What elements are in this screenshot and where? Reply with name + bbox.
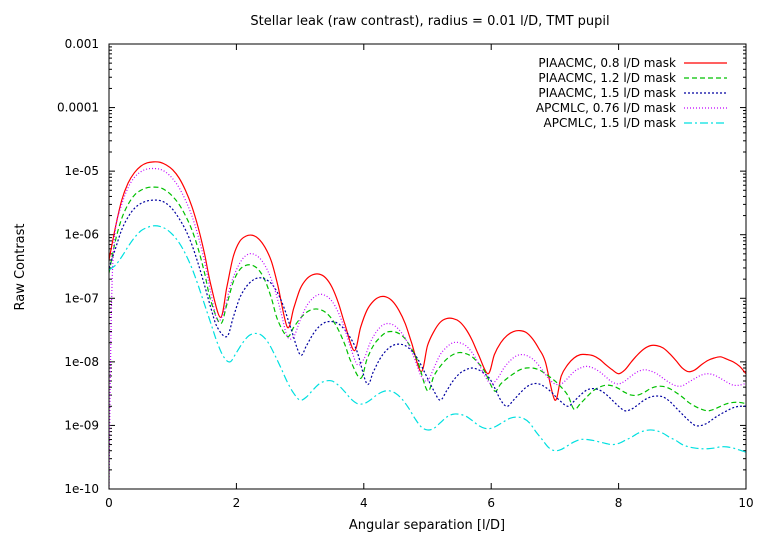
series-line-4 [109, 167, 746, 489]
x-tick-label: 0 [105, 496, 113, 510]
y-tick-label: 1e-07 [64, 291, 99, 305]
y-tick-label: 0.0001 [57, 101, 99, 115]
y-tick-label: 1e-10 [64, 482, 99, 496]
legend-label: APCMLC, 1.5 l/D mask [544, 116, 676, 130]
x-tick-label: 6 [487, 496, 495, 510]
plot-frame [108, 43, 747, 490]
legend-label: PIAACMC, 0.8 l/D mask [538, 56, 676, 70]
y-axis-label: Raw Contrast [13, 223, 28, 310]
series-line-1 [109, 161, 746, 401]
y-tick-label: 0.001 [65, 37, 99, 51]
y-tick-label: 1e-05 [64, 164, 99, 178]
y-tick-label: 1e-08 [64, 355, 99, 369]
legend-label: APCMLC, 0.76 l/D mask [536, 101, 676, 115]
y-tick-label: 1e-09 [64, 418, 99, 432]
legend-label: PIAACMC, 1.2 l/D mask [538, 71, 676, 85]
plot-area [109, 161, 746, 489]
y-tick-label: 1e-06 [64, 228, 99, 242]
chart-title: Stellar leak (raw contrast), radius = 0.… [250, 14, 609, 29]
x-tick-label: 2 [233, 496, 241, 510]
series-line-2 [109, 186, 746, 412]
series-line-3 [109, 199, 746, 427]
x-tick-label: 8 [615, 496, 623, 510]
series-line-5 [109, 225, 746, 453]
x-tick-label: 10 [738, 496, 753, 510]
x-tick-label: 4 [360, 496, 368, 510]
x-axis-label: Angular separation [l/D] [349, 518, 505, 533]
legend-label: PIAACMC, 1.5 l/D mask [538, 86, 676, 100]
